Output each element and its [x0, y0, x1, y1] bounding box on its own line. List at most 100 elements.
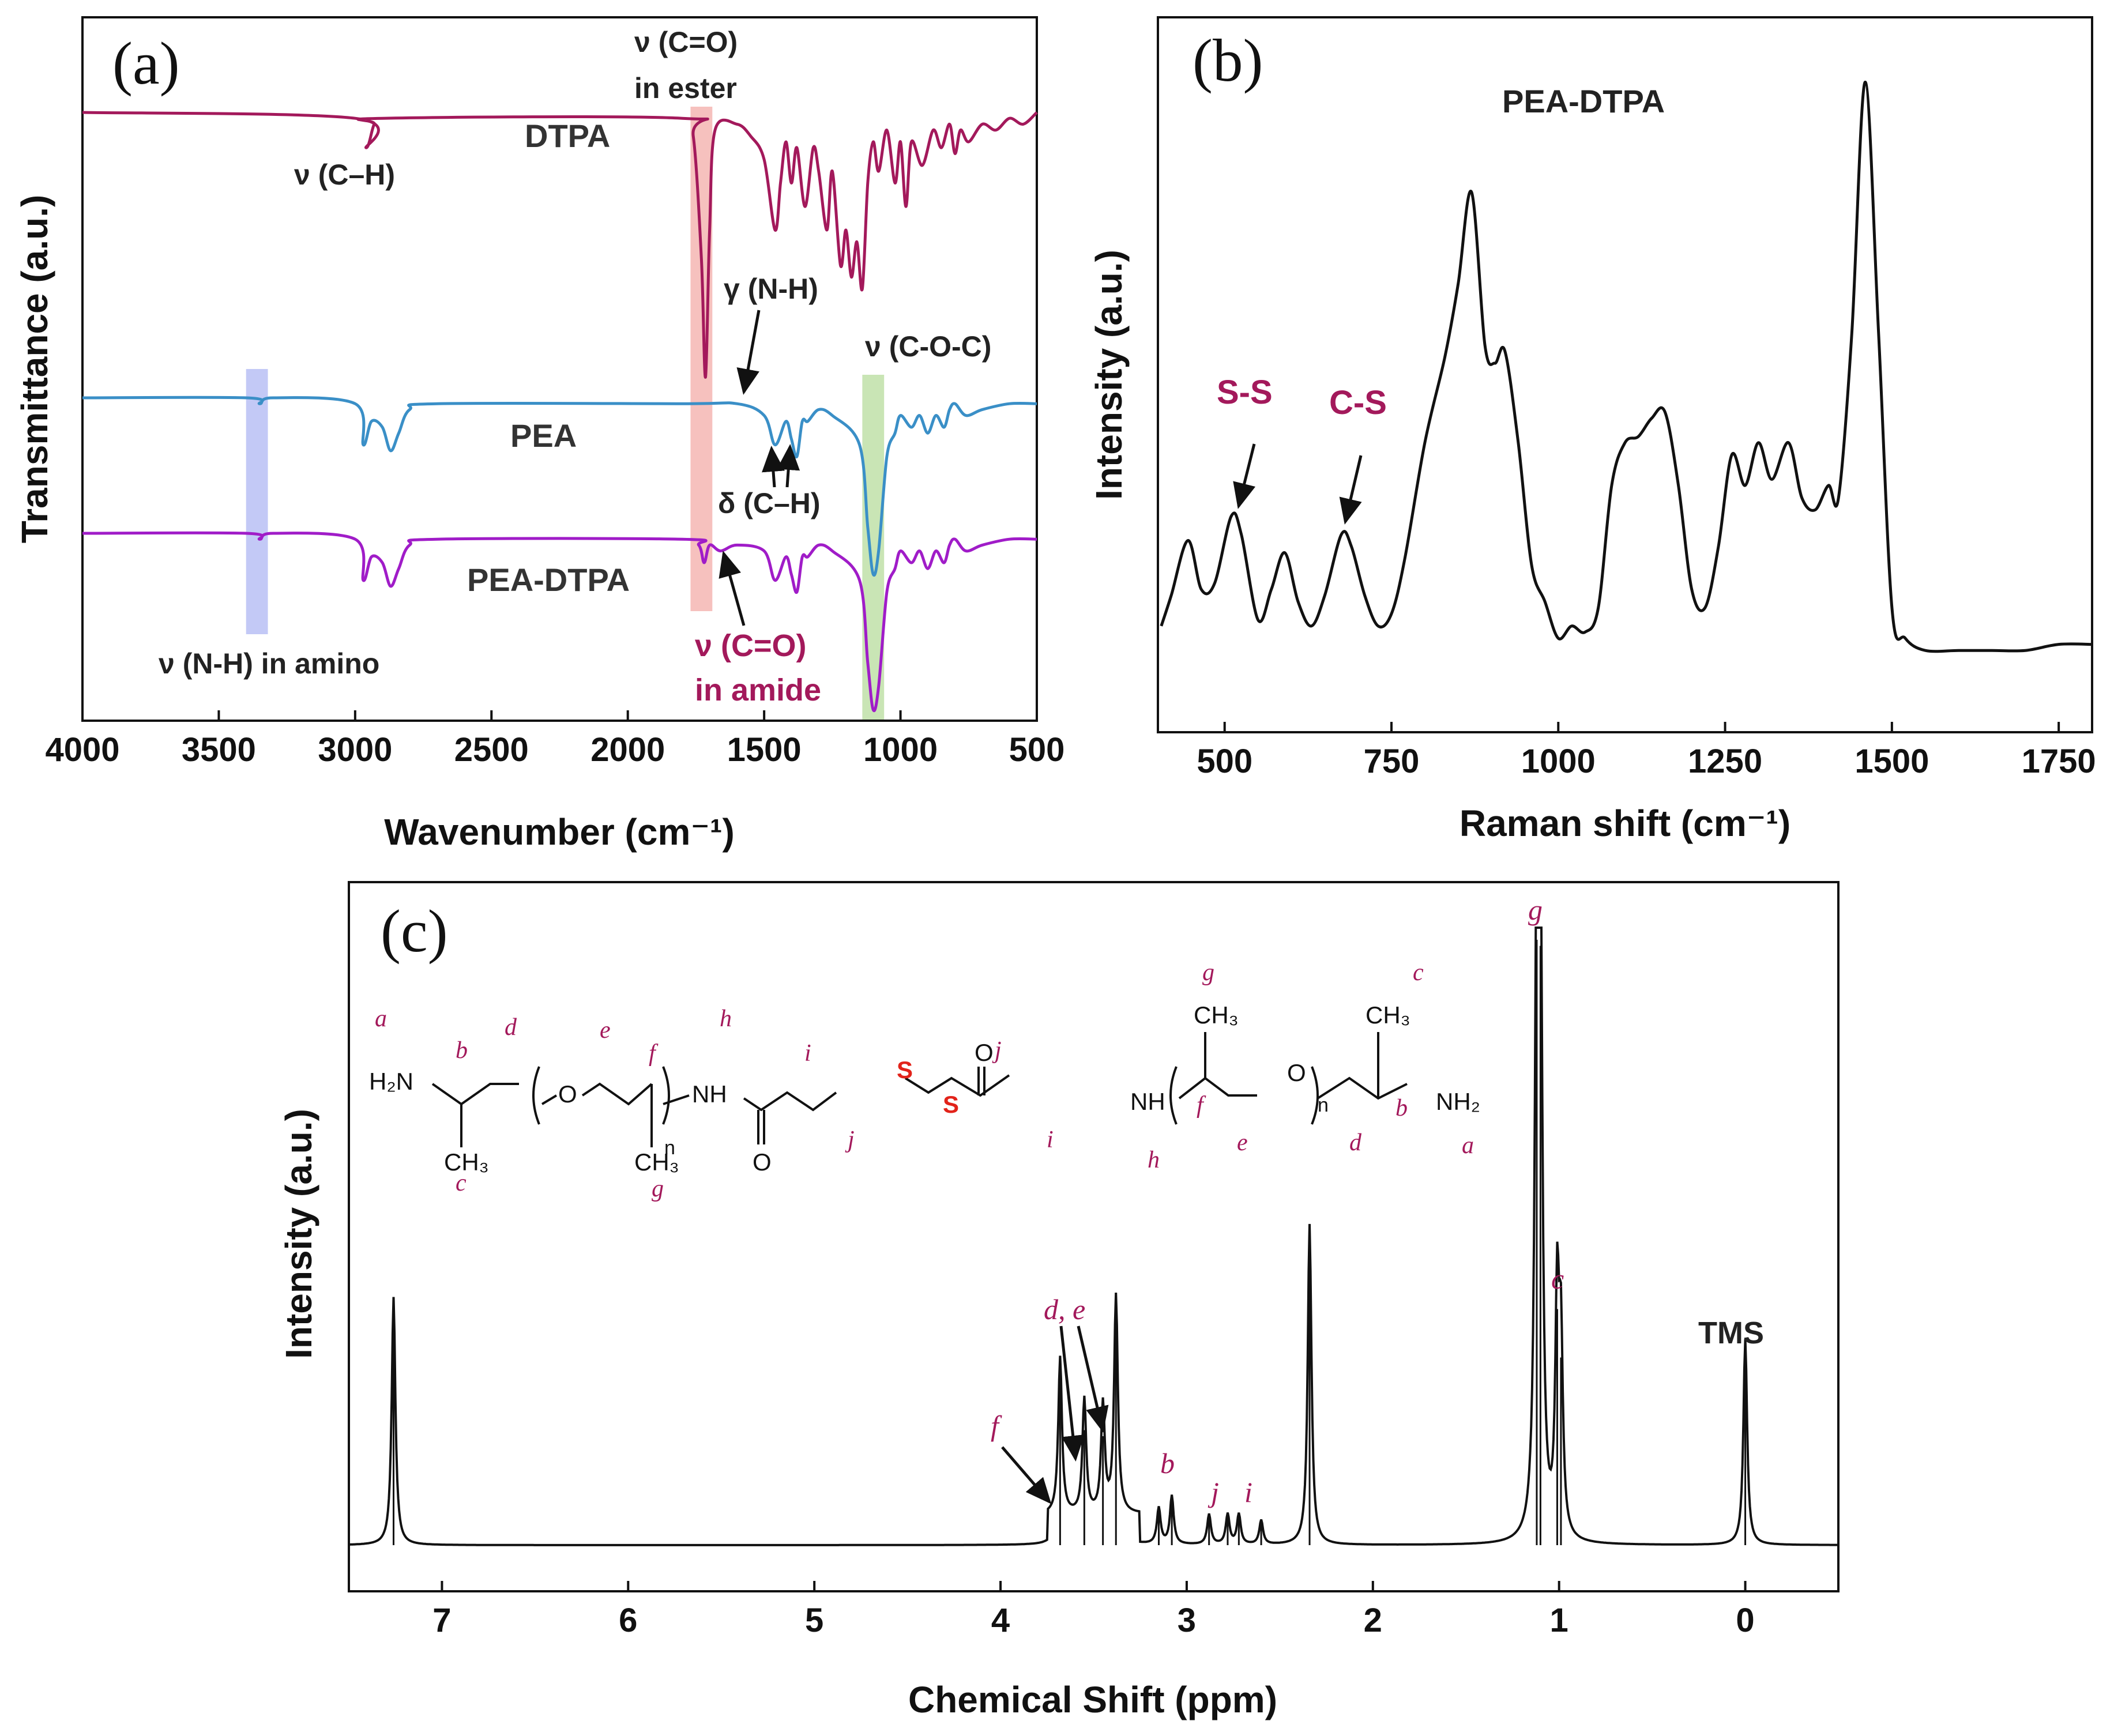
panel-c-ylabel: Intensity (a.u.)	[278, 1109, 319, 1359]
annot-ch-delta: δ (C–H)	[718, 487, 821, 519]
arrow-peak-d	[1059, 1325, 1085, 1462]
annot-nh-amino: ν (N-H) in amino	[159, 647, 379, 680]
a-x-tick-label-1000: 1000	[863, 731, 938, 769]
b-x-tick-label-1750: 1750	[2022, 743, 2096, 780]
annot-peak-j: j	[1208, 1476, 1219, 1508]
panel-b: 500 750 1000 1250 1500 1750 (b) PEA-DTPA S-S …	[1088, 16, 2096, 844]
arrow-ch-delta-2	[777, 444, 800, 488]
annot-co-ester-1: ν (C=O)	[634, 26, 738, 58]
b-x-tick-label-500: 500	[1197, 743, 1252, 780]
bond-left-1	[541, 1094, 558, 1105]
a-x-tick-label-2000: 2000	[590, 731, 665, 769]
annot-tms: TMS	[1698, 1316, 1764, 1350]
pos-f-right: f	[1197, 1092, 1206, 1119]
bond-amide-left	[743, 1091, 837, 1112]
atom-o-left: O	[558, 1080, 577, 1108]
atom-ch3-right-2: CH₃	[1366, 1001, 1410, 1029]
b-x-tick-label-1000: 1000	[1521, 743, 1596, 780]
bond-right-1	[904, 1074, 1010, 1097]
pos-j-right: j	[992, 1037, 1002, 1064]
arrow-peak-f	[1001, 1446, 1052, 1504]
panel-b-title: PEA-DTPA	[1502, 83, 1665, 119]
annot-peak-g: g	[1528, 894, 1543, 926]
series-dtpa	[82, 111, 1038, 379]
atom-s-2: S	[943, 1091, 959, 1118]
panel-c: 7 6 5 4 3 2 1 0 (c) g c TMS d, e f b j i	[278, 881, 1840, 1720]
series-raman	[1160, 80, 2093, 653]
bond-left-3	[663, 1094, 690, 1105]
atom-o-carbonyl-right: O	[975, 1039, 994, 1066]
arrow-co-amide	[719, 551, 746, 626]
bond-left-2	[581, 1082, 653, 1106]
a-x-tick-label-500: 500	[1009, 731, 1065, 769]
pos-e-right: e	[1237, 1129, 1248, 1156]
panel-c-frame	[348, 881, 1840, 1592]
arrow-peak-e	[1077, 1325, 1109, 1433]
arrow-nh-gamma	[736, 310, 761, 395]
c-x-tick-label-0: 0	[1736, 1602, 1754, 1639]
series-pea-dtpa	[82, 531, 1037, 713]
bond-right-2	[1178, 1076, 1257, 1099]
series-nmr	[349, 927, 1838, 1546]
b-x-tick-label-1250: 1250	[1688, 743, 1762, 780]
bracket-left-close	[662, 1066, 670, 1125]
pos-i-right: i	[1047, 1127, 1054, 1153]
arrow-cs	[1339, 455, 1363, 525]
pos-j-left: j	[845, 1127, 855, 1153]
c-x-tick-label-1: 1	[1550, 1602, 1568, 1639]
a-x-tick-label-1500: 1500	[727, 731, 802, 769]
pos-g-left: g	[652, 1176, 664, 1202]
annot-peak-c: c	[1551, 1263, 1564, 1295]
c-x-tick-label-5: 5	[805, 1602, 823, 1639]
bond-left-chain	[431, 1083, 519, 1106]
chemical-structure-text: H₂N CH₃ O n CH₃ NH O S S O NH CH₃ O n CH…	[369, 1001, 1480, 1176]
panel-b-xlabel: Raman shift (cm⁻¹)	[1460, 803, 1790, 844]
bracket-right-close	[1311, 1066, 1319, 1125]
panel-a-frame	[81, 16, 1038, 722]
panel-a: 4000 3500 3000 2500 2000 1500 1000 500 (a) DTPA…	[14, 16, 1065, 853]
annot-peak-i: i	[1244, 1476, 1252, 1508]
pos-b-left: b	[456, 1037, 468, 1064]
c-x-tick-label-4: 4	[991, 1602, 1010, 1639]
atom-nh-right: NH	[1130, 1088, 1165, 1115]
panel-c-xlabel: Chemical Shift (ppm)	[908, 1679, 1277, 1720]
annot-ss: S-S	[1217, 374, 1273, 411]
pos-h-left: h	[720, 1006, 732, 1032]
atom-ch3-right: CH₃	[1194, 1001, 1239, 1029]
series-pea	[82, 396, 1037, 577]
series-label-pea-dtpa: PEA-DTPA	[467, 562, 630, 598]
pos-d-left: d	[505, 1014, 517, 1041]
arrow-ch-delta-1	[762, 446, 785, 488]
pos-i-left: i	[804, 1040, 811, 1067]
bracket-left-open	[532, 1066, 540, 1125]
pos-b-right: b	[1395, 1095, 1408, 1121]
annot-ch-stretch: ν (C–H)	[294, 159, 395, 191]
series-label-dtpa: DTPA	[525, 118, 610, 154]
band-co-ester	[690, 107, 713, 611]
atom-ch3-left-2: CH₃	[634, 1148, 679, 1176]
pos-e-left: e	[600, 1017, 611, 1044]
annot-coc: ν (C-O-C)	[865, 330, 991, 363]
c-x-tick-label-6: 6	[619, 1602, 637, 1639]
atom-o-carbonyl-left: O	[753, 1148, 772, 1176]
chemical-structure	[431, 1032, 1408, 1147]
panel-b-ylabel: Intensity (a.u.)	[1088, 250, 1130, 500]
panel-b-frame	[1157, 16, 2093, 733]
band-nh-amino	[246, 369, 268, 634]
b-x-tick-label-1500: 1500	[1855, 743, 1929, 780]
annot-co-amide-1: ν (C=O)	[695, 628, 807, 663]
c-x-tick-label-2: 2	[1364, 1602, 1382, 1639]
atom-o-right: O	[1287, 1059, 1306, 1086]
a-x-tick-label-3500: 3500	[182, 731, 256, 769]
pos-d-right: d	[1349, 1129, 1362, 1156]
atom-nh-left: NH	[692, 1080, 727, 1108]
annot-co-ester-2: in ester	[634, 72, 737, 104]
atom-s-1: S	[897, 1056, 913, 1083]
annot-cs: C-S	[1329, 384, 1387, 421]
panel-a-xlabel: Wavenumber (cm⁻¹)	[384, 811, 735, 853]
panel-c-label: (c)	[381, 897, 448, 965]
c-x-tick-label-7: 7	[432, 1602, 451, 1639]
annot-peak-b: b	[1160, 1447, 1175, 1479]
a-x-tick-label-2500: 2500	[454, 731, 529, 769]
